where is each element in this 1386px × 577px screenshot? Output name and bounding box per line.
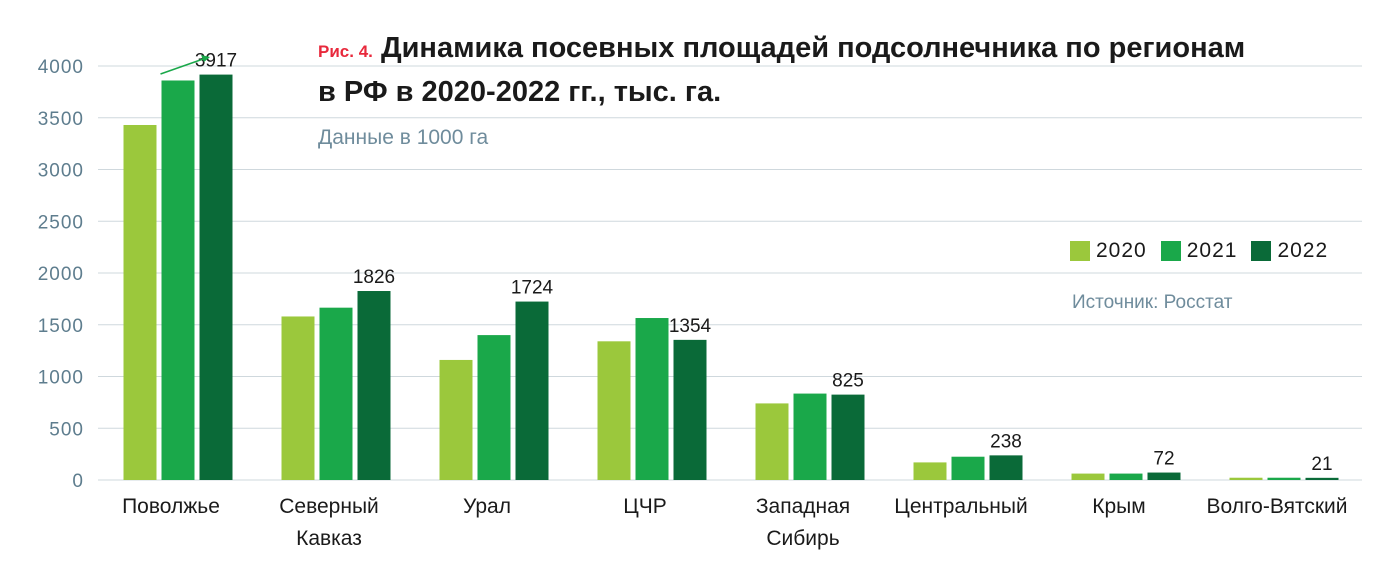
- bar-2021: [951, 456, 985, 480]
- trend-arrow: [160, 55, 210, 75]
- legend-label-2022: 2022: [1277, 239, 1329, 262]
- x-axis-categories: Поволжье Северный Кавказ Урал ЦЧР Западная Сиб…: [122, 495, 1347, 550]
- bar-2022: [515, 301, 549, 480]
- chart-subtitle: Данные в 1000 га: [318, 126, 489, 149]
- bar-2021: [793, 393, 827, 480]
- category-label: Крым: [1092, 495, 1145, 518]
- legend-swatch-2022: [1251, 241, 1272, 261]
- data-label: 1354: [669, 316, 712, 337]
- title-line-1: Рис. 4. Динамика посевных площадей подсо…: [318, 28, 1278, 72]
- trend-arrow-line: [160, 57, 207, 75]
- legend: 2020 2021 2022: [1070, 239, 1328, 263]
- trend-arrow-head: [201, 55, 210, 62]
- bar-2021: [1267, 477, 1301, 480]
- category-label: Поволжье: [122, 495, 220, 518]
- bar-2021: [635, 318, 669, 480]
- data-label: 1724: [511, 278, 554, 299]
- bar-2020: [913, 462, 947, 480]
- category-label: Волго-Вятский: [1206, 495, 1347, 518]
- bar-2020: [755, 403, 789, 480]
- y-axis-ticks: 0 500 1000 1500 2000 2500 3000 3500 4000: [38, 57, 84, 492]
- legend-item-2021: 2021: [1160, 239, 1238, 263]
- bar-2022: [989, 455, 1023, 480]
- title-main: Динамика посевных площадей подсолнечника…: [380, 32, 1246, 64]
- bar-2022: [673, 339, 707, 480]
- y-tick-label: 2500: [38, 212, 84, 233]
- category-label: Урал: [463, 495, 511, 518]
- category-label: ЦЧР: [623, 495, 667, 518]
- y-tick-label: 2000: [38, 264, 84, 285]
- y-tick-label: 500: [49, 419, 84, 440]
- data-label: 238: [990, 431, 1022, 452]
- bar-2021: [161, 80, 195, 481]
- data-label: 72: [1153, 449, 1174, 470]
- data-labels: 3917 1826 1724 1354 825 238 72 21: [195, 51, 1333, 475]
- category-label: Северный Кавказ: [279, 495, 379, 550]
- bar-2022: [357, 291, 391, 480]
- bar-2021: [319, 307, 353, 480]
- y-tick-label: 4000: [38, 57, 84, 78]
- bar-2021: [477, 335, 511, 480]
- y-tick-label: 3500: [38, 109, 84, 130]
- bars: [123, 74, 1339, 481]
- bar-2022: [1147, 472, 1181, 480]
- data-label: 1826: [353, 267, 395, 288]
- y-tick-label: 3000: [38, 161, 84, 182]
- bar-2021: [1109, 473, 1143, 480]
- data-label: 21: [1311, 454, 1332, 475]
- y-tick-label: 1500: [38, 316, 84, 337]
- bar-2020: [597, 341, 631, 480]
- legend-swatch-2020: [1070, 241, 1090, 261]
- legend-label-2021: 2021: [1186, 239, 1238, 262]
- figure-label: Рис. 4.: [318, 42, 373, 61]
- y-tick-label: 1000: [38, 368, 84, 389]
- bar-2020: [439, 359, 473, 480]
- legend-item-2022: 2022: [1251, 239, 1328, 263]
- bar-2020: [1071, 473, 1105, 480]
- source-note: Источник: Росстат: [1072, 292, 1233, 313]
- category-label: Западная Сибирь: [756, 495, 850, 550]
- data-label: 3917: [195, 51, 237, 72]
- data-label: 825: [832, 371, 864, 392]
- chart-title: Рис. 4. Динамика посевных площадей подсо…: [318, 28, 1278, 112]
- bar-2020: [281, 316, 315, 480]
- bar-2020: [1229, 477, 1263, 480]
- legend-item-2020: 2020: [1070, 239, 1147, 263]
- legend-swatch-2021: [1160, 241, 1181, 261]
- legend-label-2020: 2020: [1096, 239, 1147, 262]
- bar-2020: [123, 124, 157, 481]
- title-line-2: в РФ в 2020-2022 гг., тыс. га.: [318, 76, 722, 108]
- category-label: Центральный: [894, 495, 1027, 518]
- bar-2022: [1305, 477, 1339, 480]
- y-tick-label: 0: [72, 471, 84, 492]
- bar-2022: [831, 394, 865, 480]
- bar-2022: [199, 74, 233, 480]
